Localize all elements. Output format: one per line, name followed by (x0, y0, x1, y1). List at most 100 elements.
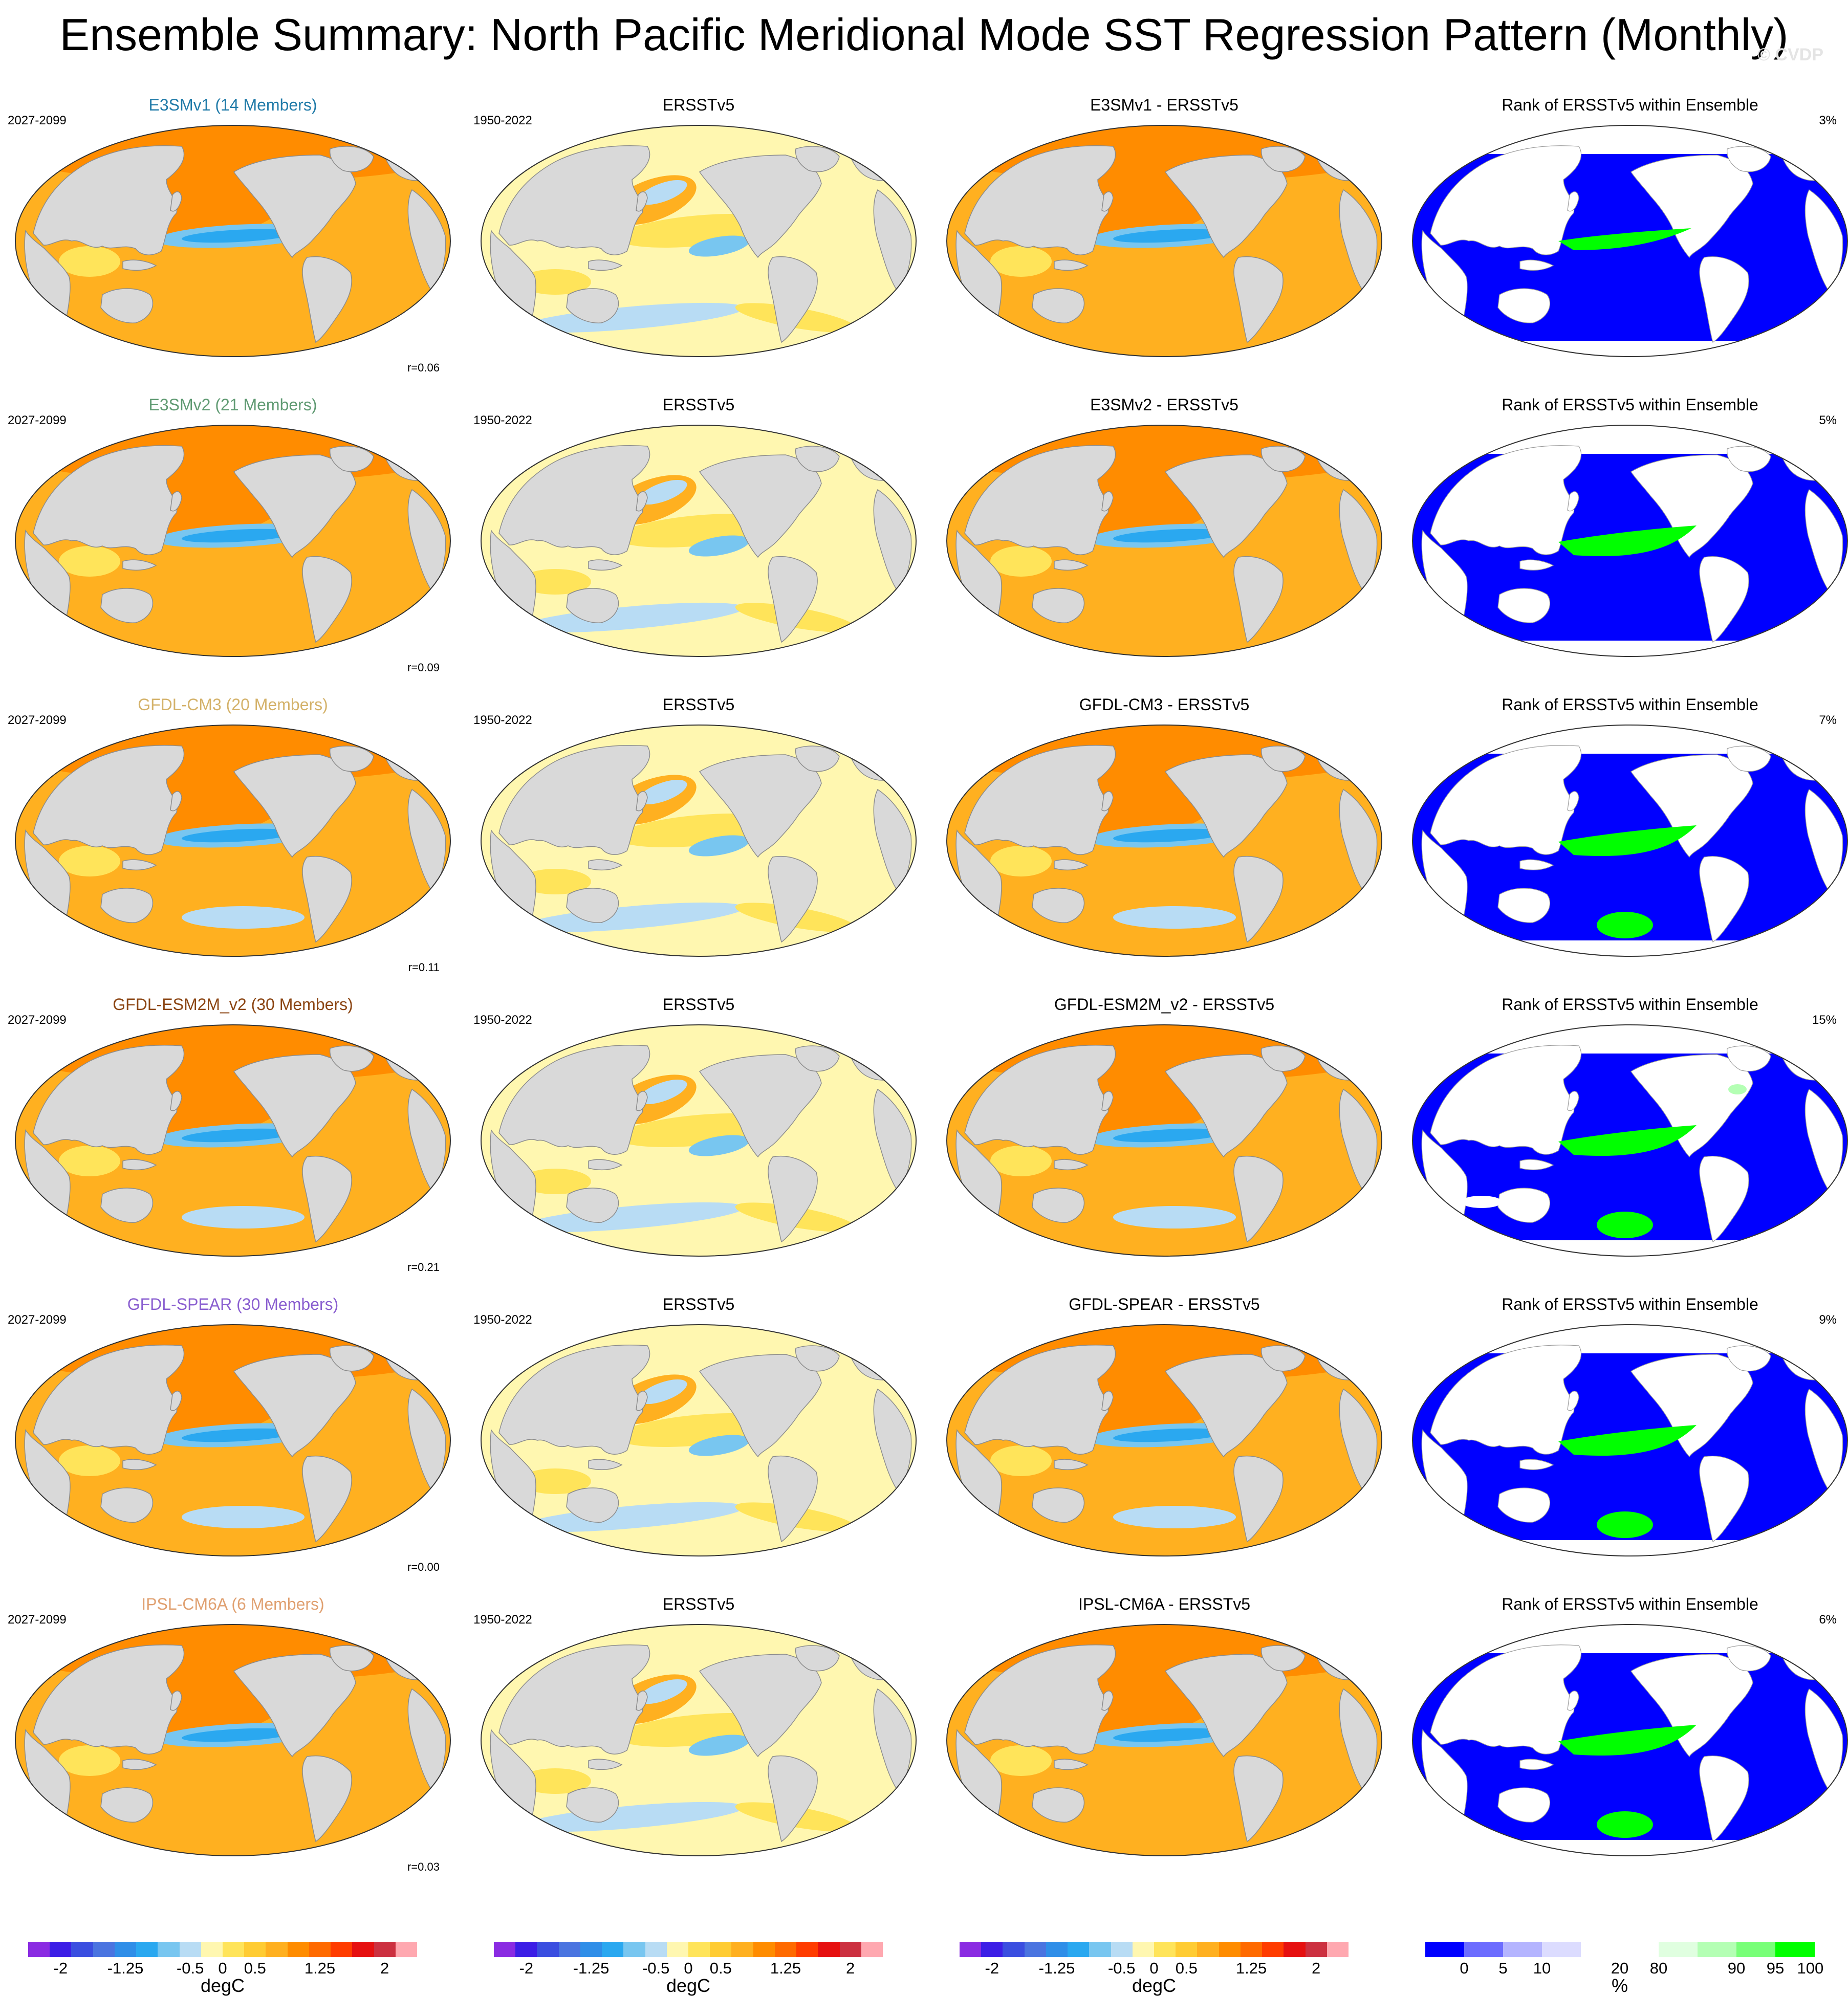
land-indonesia (122, 859, 157, 871)
land-asia (964, 1045, 1116, 1155)
rank-high-region (1597, 1511, 1653, 1538)
land-southAmerica (1699, 856, 1749, 942)
land-europeAfrica (24, 1429, 71, 1528)
land-greenland (329, 446, 374, 472)
panel-title: E3SMv2 (21 Members) (148, 396, 317, 414)
colorbar-swatch (1425, 1942, 1465, 1957)
colorbar-swatch (266, 1942, 288, 1957)
rank-high-region (1597, 1212, 1653, 1238)
colorbar-swatch (309, 1942, 331, 1957)
land-southAmerica (302, 856, 352, 943)
period-label: 1950-2022 (473, 114, 532, 127)
land-greenland (329, 745, 374, 772)
land-indonesia (1054, 559, 1089, 571)
difference-panel: E3SMv2 - ERSSTv5 (939, 394, 1389, 694)
land-northAmerica (1630, 1054, 1753, 1158)
land-asia (33, 1045, 185, 1155)
sst-anomaly-region (519, 569, 591, 595)
land-greenland (1727, 745, 1771, 772)
period-label: 1950-2022 (473, 713, 532, 727)
rank-panel: Rank of ERSSTv5 within Ensemble 5% (1405, 394, 1848, 694)
map-outline (15, 1324, 451, 1556)
sst-map (15, 1024, 451, 1257)
period-label: 2027-2099 (8, 1613, 67, 1627)
rank-map (1412, 725, 1848, 957)
land-japan (170, 191, 182, 212)
colorbar-swatch (158, 1942, 180, 1957)
sst-anomaly-region (59, 1146, 120, 1176)
colorbar-swatch (1581, 1942, 1620, 1957)
page-title: Ensemble Summary: North Pacific Meridion… (59, 9, 1789, 60)
sst-anomaly-region (28, 874, 438, 910)
sst-map (946, 1024, 1382, 1257)
land-japan (1567, 1091, 1579, 1111)
land-northAmerica (699, 1354, 822, 1458)
land-southAmerica (1233, 1755, 1284, 1843)
panel-row: IPSL-CM6A (6 Members) 2027-2099 r=0.03 ERSS… (0, 1594, 1848, 1894)
panel-title: Rank of ERSSTv5 within Ensemble (1502, 396, 1758, 414)
colorbar-swatch (1262, 1942, 1284, 1957)
sst-anomaly-region (182, 1728, 294, 1742)
land-northAmerica (1164, 1354, 1288, 1458)
pattern-correlation: r=0.11 (408, 961, 440, 974)
sst-anomaly-region (990, 546, 1052, 577)
rank-map (1412, 425, 1848, 657)
land-greenland (329, 146, 374, 172)
sst-map (15, 125, 451, 357)
panel-title: E3SMv2 - ERSSTv5 (1090, 396, 1238, 414)
colorbar-swatch (287, 1942, 310, 1957)
colorbar-swatch (818, 1942, 840, 1957)
colorbar-tick-label: -0.5 (642, 1959, 670, 1977)
colorbar-swatch (1327, 1942, 1349, 1957)
land-europeAfrica (955, 1429, 1002, 1528)
land-australia (566, 1787, 619, 1823)
difference-panel: IPSL-CM6A - ERSSTv5 (939, 1594, 1389, 1894)
sst-anomaly-region (638, 180, 687, 205)
rank-panel: Rank of ERSSTv5 within Ensemble 9% (1405, 1294, 1848, 1594)
map-outline (15, 1624, 451, 1856)
sst-anomaly-region (1113, 1428, 1226, 1442)
colorbar-swatch (688, 1942, 710, 1957)
map-outline (1412, 425, 1848, 657)
panel-title: Rank of ERSSTv5 within Ensemble (1502, 96, 1758, 114)
panel-title: Rank of ERSSTv5 within Ensemble (1502, 995, 1758, 1014)
panel-title: Rank of ERSSTv5 within Ensemble (1502, 1595, 1758, 1613)
land-europeAfrica (1421, 530, 1468, 628)
sst-anomaly-region (182, 1206, 305, 1229)
land-greenland (1260, 1045, 1306, 1072)
colorbar-tick-label: 10 (1533, 1959, 1551, 1977)
land-southAmerica (768, 1155, 818, 1243)
sst-map (946, 1324, 1382, 1556)
rank-high-region (1558, 1425, 1697, 1456)
panel-title: IPSL-CM6A - ERSSTv5 (1078, 1595, 1251, 1613)
sst-anomaly-region (688, 535, 750, 557)
land-asia (1430, 145, 1582, 255)
land-greenland (1260, 1345, 1306, 1372)
land-greenland (795, 1645, 840, 1672)
map-outline (481, 425, 917, 657)
colorbar-swatch (1003, 1942, 1025, 1957)
sst-map (15, 1324, 451, 1556)
panel-title: GFDL-SPEAR - ERSSTv5 (1069, 1295, 1260, 1313)
sst-anomaly-region (519, 602, 745, 633)
rank-high-region (1597, 1811, 1653, 1838)
land-europeAfrica (24, 829, 71, 928)
land-europeAfrica (490, 1129, 536, 1228)
land-australia (1032, 1188, 1085, 1223)
sst-anomaly-region (638, 479, 687, 505)
land-indonesia (1054, 1159, 1089, 1171)
rank-high-region (1558, 1725, 1697, 1756)
land-japan (636, 191, 648, 212)
land-asia (498, 1644, 650, 1754)
period-label: 2027-2099 (8, 114, 67, 127)
map-outline (15, 725, 451, 957)
land-australia (1032, 588, 1085, 623)
land-southAmerica (768, 1455, 818, 1543)
sst-map (946, 425, 1382, 657)
model-panel: IPSL-CM6A (6 Members) 2027-2099 r=0.03 (8, 1594, 458, 1894)
land-australia (100, 288, 154, 323)
land-northAmerica (1630, 754, 1753, 858)
map-outline (481, 125, 917, 357)
land-asia (1430, 1644, 1582, 1754)
sst-anomaly-region (519, 1468, 591, 1494)
